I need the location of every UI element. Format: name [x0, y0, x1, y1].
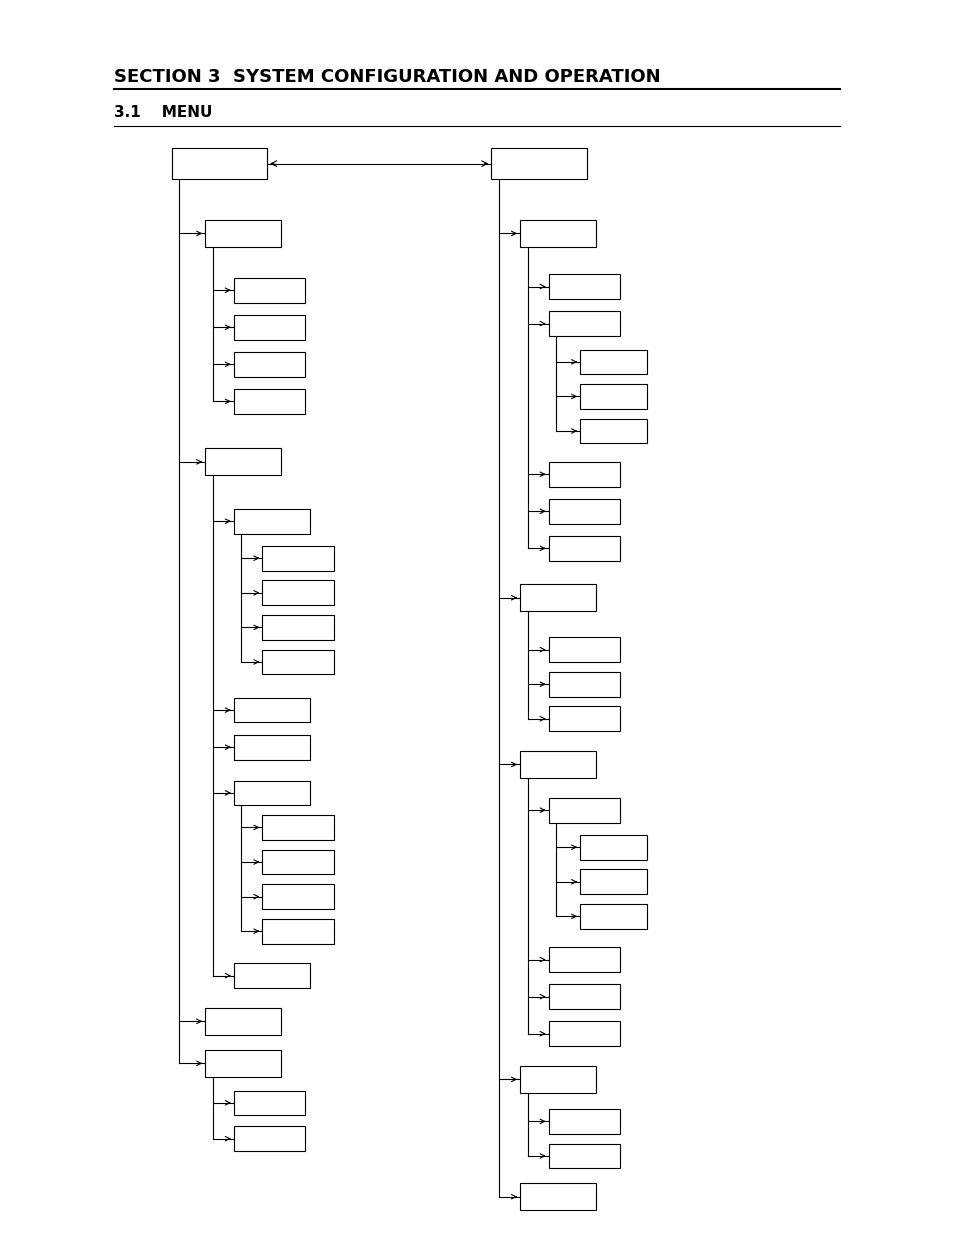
FancyBboxPatch shape	[233, 735, 310, 760]
FancyBboxPatch shape	[233, 698, 310, 722]
FancyBboxPatch shape	[172, 148, 267, 179]
FancyBboxPatch shape	[548, 947, 619, 972]
FancyBboxPatch shape	[262, 884, 334, 909]
FancyBboxPatch shape	[262, 615, 334, 640]
FancyBboxPatch shape	[579, 835, 646, 860]
FancyBboxPatch shape	[233, 278, 305, 303]
FancyBboxPatch shape	[548, 1021, 619, 1046]
FancyBboxPatch shape	[579, 419, 646, 443]
FancyBboxPatch shape	[519, 1183, 596, 1210]
FancyBboxPatch shape	[233, 963, 310, 988]
FancyBboxPatch shape	[519, 584, 596, 611]
FancyBboxPatch shape	[548, 1109, 619, 1134]
FancyBboxPatch shape	[519, 751, 596, 778]
FancyBboxPatch shape	[519, 1066, 596, 1093]
FancyBboxPatch shape	[233, 389, 305, 414]
FancyBboxPatch shape	[519, 220, 596, 247]
FancyBboxPatch shape	[548, 706, 619, 731]
FancyBboxPatch shape	[548, 672, 619, 697]
FancyBboxPatch shape	[548, 1144, 619, 1168]
FancyBboxPatch shape	[233, 315, 305, 340]
FancyBboxPatch shape	[205, 1050, 281, 1077]
FancyBboxPatch shape	[579, 350, 646, 374]
FancyBboxPatch shape	[262, 815, 334, 840]
FancyBboxPatch shape	[548, 536, 619, 561]
FancyBboxPatch shape	[233, 352, 305, 377]
FancyBboxPatch shape	[548, 311, 619, 336]
FancyBboxPatch shape	[548, 274, 619, 299]
Text: 3.1    MENU: 3.1 MENU	[114, 105, 213, 120]
FancyBboxPatch shape	[548, 798, 619, 823]
FancyBboxPatch shape	[233, 509, 310, 534]
FancyBboxPatch shape	[262, 546, 334, 571]
FancyBboxPatch shape	[579, 869, 646, 894]
FancyBboxPatch shape	[491, 148, 586, 179]
FancyBboxPatch shape	[205, 1008, 281, 1035]
FancyBboxPatch shape	[579, 384, 646, 409]
FancyBboxPatch shape	[262, 650, 334, 674]
FancyBboxPatch shape	[262, 850, 334, 874]
FancyBboxPatch shape	[205, 448, 281, 475]
FancyBboxPatch shape	[233, 781, 310, 805]
FancyBboxPatch shape	[548, 499, 619, 524]
FancyBboxPatch shape	[548, 462, 619, 487]
FancyBboxPatch shape	[205, 220, 281, 247]
FancyBboxPatch shape	[262, 919, 334, 944]
FancyBboxPatch shape	[262, 580, 334, 605]
FancyBboxPatch shape	[579, 904, 646, 929]
FancyBboxPatch shape	[233, 1126, 305, 1151]
FancyBboxPatch shape	[233, 1091, 305, 1115]
FancyBboxPatch shape	[548, 984, 619, 1009]
FancyBboxPatch shape	[548, 637, 619, 662]
Text: SECTION 3  SYSTEM CONFIGURATION AND OPERATION: SECTION 3 SYSTEM CONFIGURATION AND OPERA…	[114, 68, 660, 86]
